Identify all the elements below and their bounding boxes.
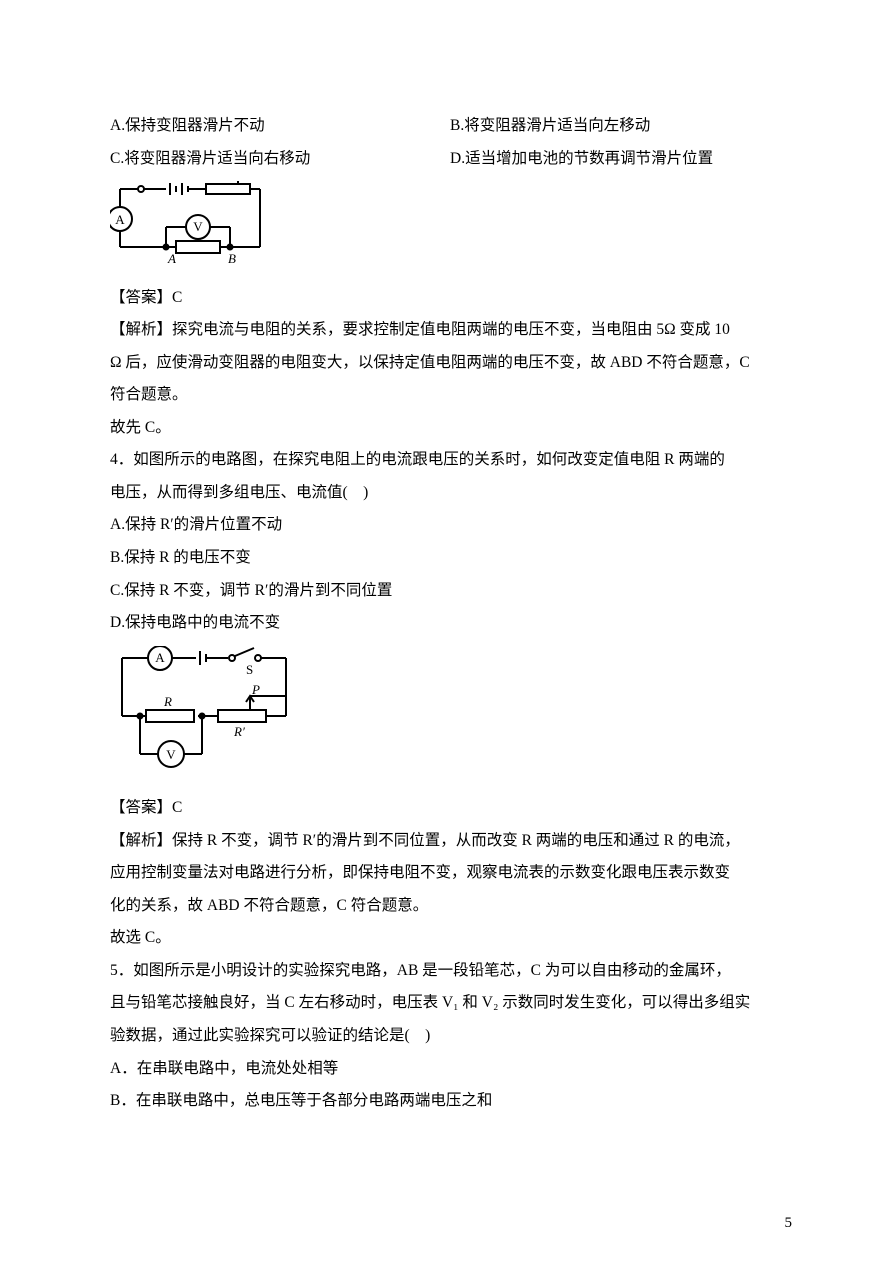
circuit2-svg: A V S R P R′ xyxy=(110,646,300,776)
R-label: R xyxy=(163,694,172,709)
q4-stem-line1: 4．如图所示的电路图，在探究电阻上的电流跟电压的关系时，如何改变定值电阻 R 两… xyxy=(110,444,792,477)
ammeter2-label: A xyxy=(155,650,165,665)
q5-stem-line2: 且与铅笔芯接触良好，当 C 左右移动时，电压表 V₁ 和 V₂ 示数同时发生变化… xyxy=(110,987,792,1020)
q4-choice-A: A.保持 R′的滑片位置不动 xyxy=(110,509,792,542)
answer1-header: 【答案】C xyxy=(110,282,792,315)
page-number: 5 xyxy=(785,1215,793,1232)
voltmeter-label: V xyxy=(193,219,203,234)
q5-choice-A: A．在串联电路中，电流处处相等 xyxy=(110,1053,792,1086)
answer2-explain-line1: 【解析】保持 R 不变，调节 R′的滑片到不同位置，从而改变 R 两端的电压和通… xyxy=(110,825,792,858)
circuit1-figure: A V A B xyxy=(110,181,792,278)
answer1-so: 故先 C。 xyxy=(110,412,792,445)
P-label: P xyxy=(251,682,260,697)
q3-choice-row1: A.保持变阻器滑片不动 B.将变阻器滑片适当向左移动 xyxy=(110,110,792,143)
q3-choice-C: C.将变阻器滑片适当向右移动 xyxy=(110,150,310,167)
node-A-label: A xyxy=(167,251,176,265)
answer2-explain-line2: 应用控制变量法对电路进行分析，即保持电阻不变，观察电流表的示数变化跟电压表示数变 xyxy=(110,857,792,890)
q4-choice-D: D.保持电路中的电流不变 xyxy=(110,607,792,640)
answer1-explain-line2: Ω 后，应使滑动变阻器的电阻变大，以保持定值电阻两端的电压不变，故 ABD 不符… xyxy=(110,347,792,380)
q5-choice-B: B．在串联电路中，总电压等于各部分电路两端电压之和 xyxy=(110,1085,792,1118)
q4-choice-B: B.保持 R 的电压不变 xyxy=(110,542,792,575)
answer1-explain-line1: 【解析】探究电流与电阻的关系，要求控制定值电阻两端的电压不变，当电阻由 5Ω 变… xyxy=(110,314,792,347)
q4-stem-line2: 电压，从而得到多组电压、电流值( ) xyxy=(110,477,792,510)
answer2-explain-line3: 化的关系，故 ABD 不符合题意，C 符合题意。 xyxy=(110,890,792,923)
ammeter-label: A xyxy=(115,212,125,227)
answer1-explain-line3: 符合题意。 xyxy=(110,379,792,412)
circuit2-figure: A V S R P R′ xyxy=(110,646,792,789)
q5-stem-line1: 5．如图所示是小明设计的实验探究电路，AB 是一段铅笔芯，C 为可以自由移动的金… xyxy=(110,955,792,988)
Rprime-label: R′ xyxy=(233,724,245,739)
circuit1-svg: A V A B xyxy=(110,181,268,265)
q3-choice-B: B.将变阻器滑片适当向左移动 xyxy=(450,117,650,134)
q3-choice-D: D.适当增加电池的节数再调节滑片位置 xyxy=(450,150,713,167)
q4-choice-C: C.保持 R 不变，调节 R′的滑片到不同位置 xyxy=(110,575,792,608)
answer2-so: 故选 C。 xyxy=(110,922,792,955)
answer2-header: 【答案】C xyxy=(110,792,792,825)
q3-choice-A: A.保持变阻器滑片不动 xyxy=(110,117,265,134)
page: A.保持变阻器滑片不动 B.将变阻器滑片适当向左移动 C.将变阻器滑片适当向右移… xyxy=(0,0,892,1178)
q3-choice-row2: C.将变阻器滑片适当向右移动 D.适当增加电池的节数再调节滑片位置 xyxy=(110,143,792,176)
switch-S-label: S xyxy=(246,662,253,677)
node-B-label: B xyxy=(228,251,236,265)
q5-stem-line3: 验数据，通过此实验探究可以验证的结论是( ) xyxy=(110,1020,792,1053)
voltmeter2-label: V xyxy=(166,747,176,762)
